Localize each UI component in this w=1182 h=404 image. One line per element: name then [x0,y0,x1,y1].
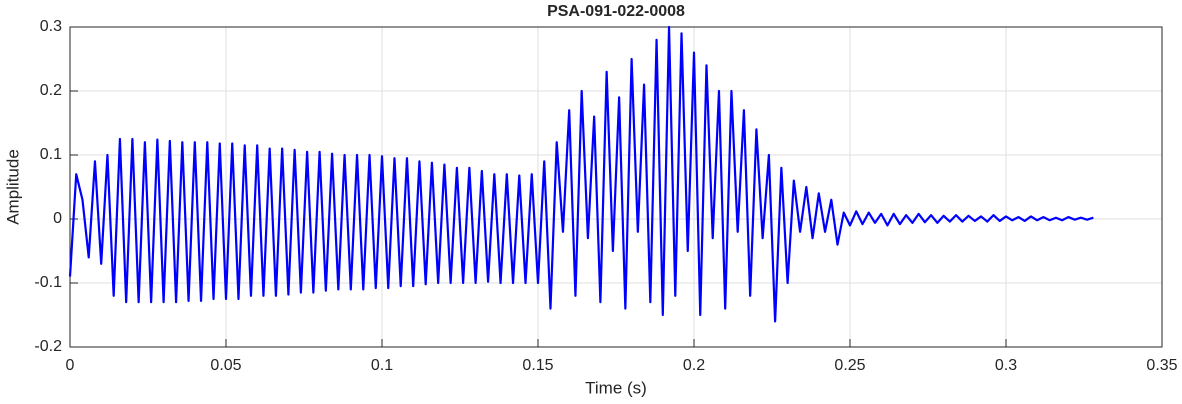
x-axis-label: Time (s) [585,378,647,397]
x-tick-label: 0.3 [995,357,1017,374]
x-tick-label: 0 [66,357,75,374]
signal-line [68,25,1094,323]
chart-title: PSA-091-022-0008 [547,3,685,20]
y-tick-label: 0.1 [40,146,62,163]
x-tick-label: 0.15 [522,357,553,374]
x-tick-label: 0.05 [210,357,241,374]
x-tick-label: 0.25 [834,357,865,374]
x-tick-label: 0.1 [371,357,393,374]
axes-box [69,26,1163,348]
x-tick-label: 0.2 [683,357,705,374]
y-tick-label: 0 [53,210,62,227]
x-tick-label: 0.35 [1146,357,1177,374]
y-tick-label: 0.3 [40,18,62,35]
y-axis-label: Amplitude [3,149,22,225]
y-tick-label: -0.1 [34,274,62,291]
y-tick-label: 0.2 [40,82,62,99]
y-tick-label: -0.2 [34,338,62,355]
